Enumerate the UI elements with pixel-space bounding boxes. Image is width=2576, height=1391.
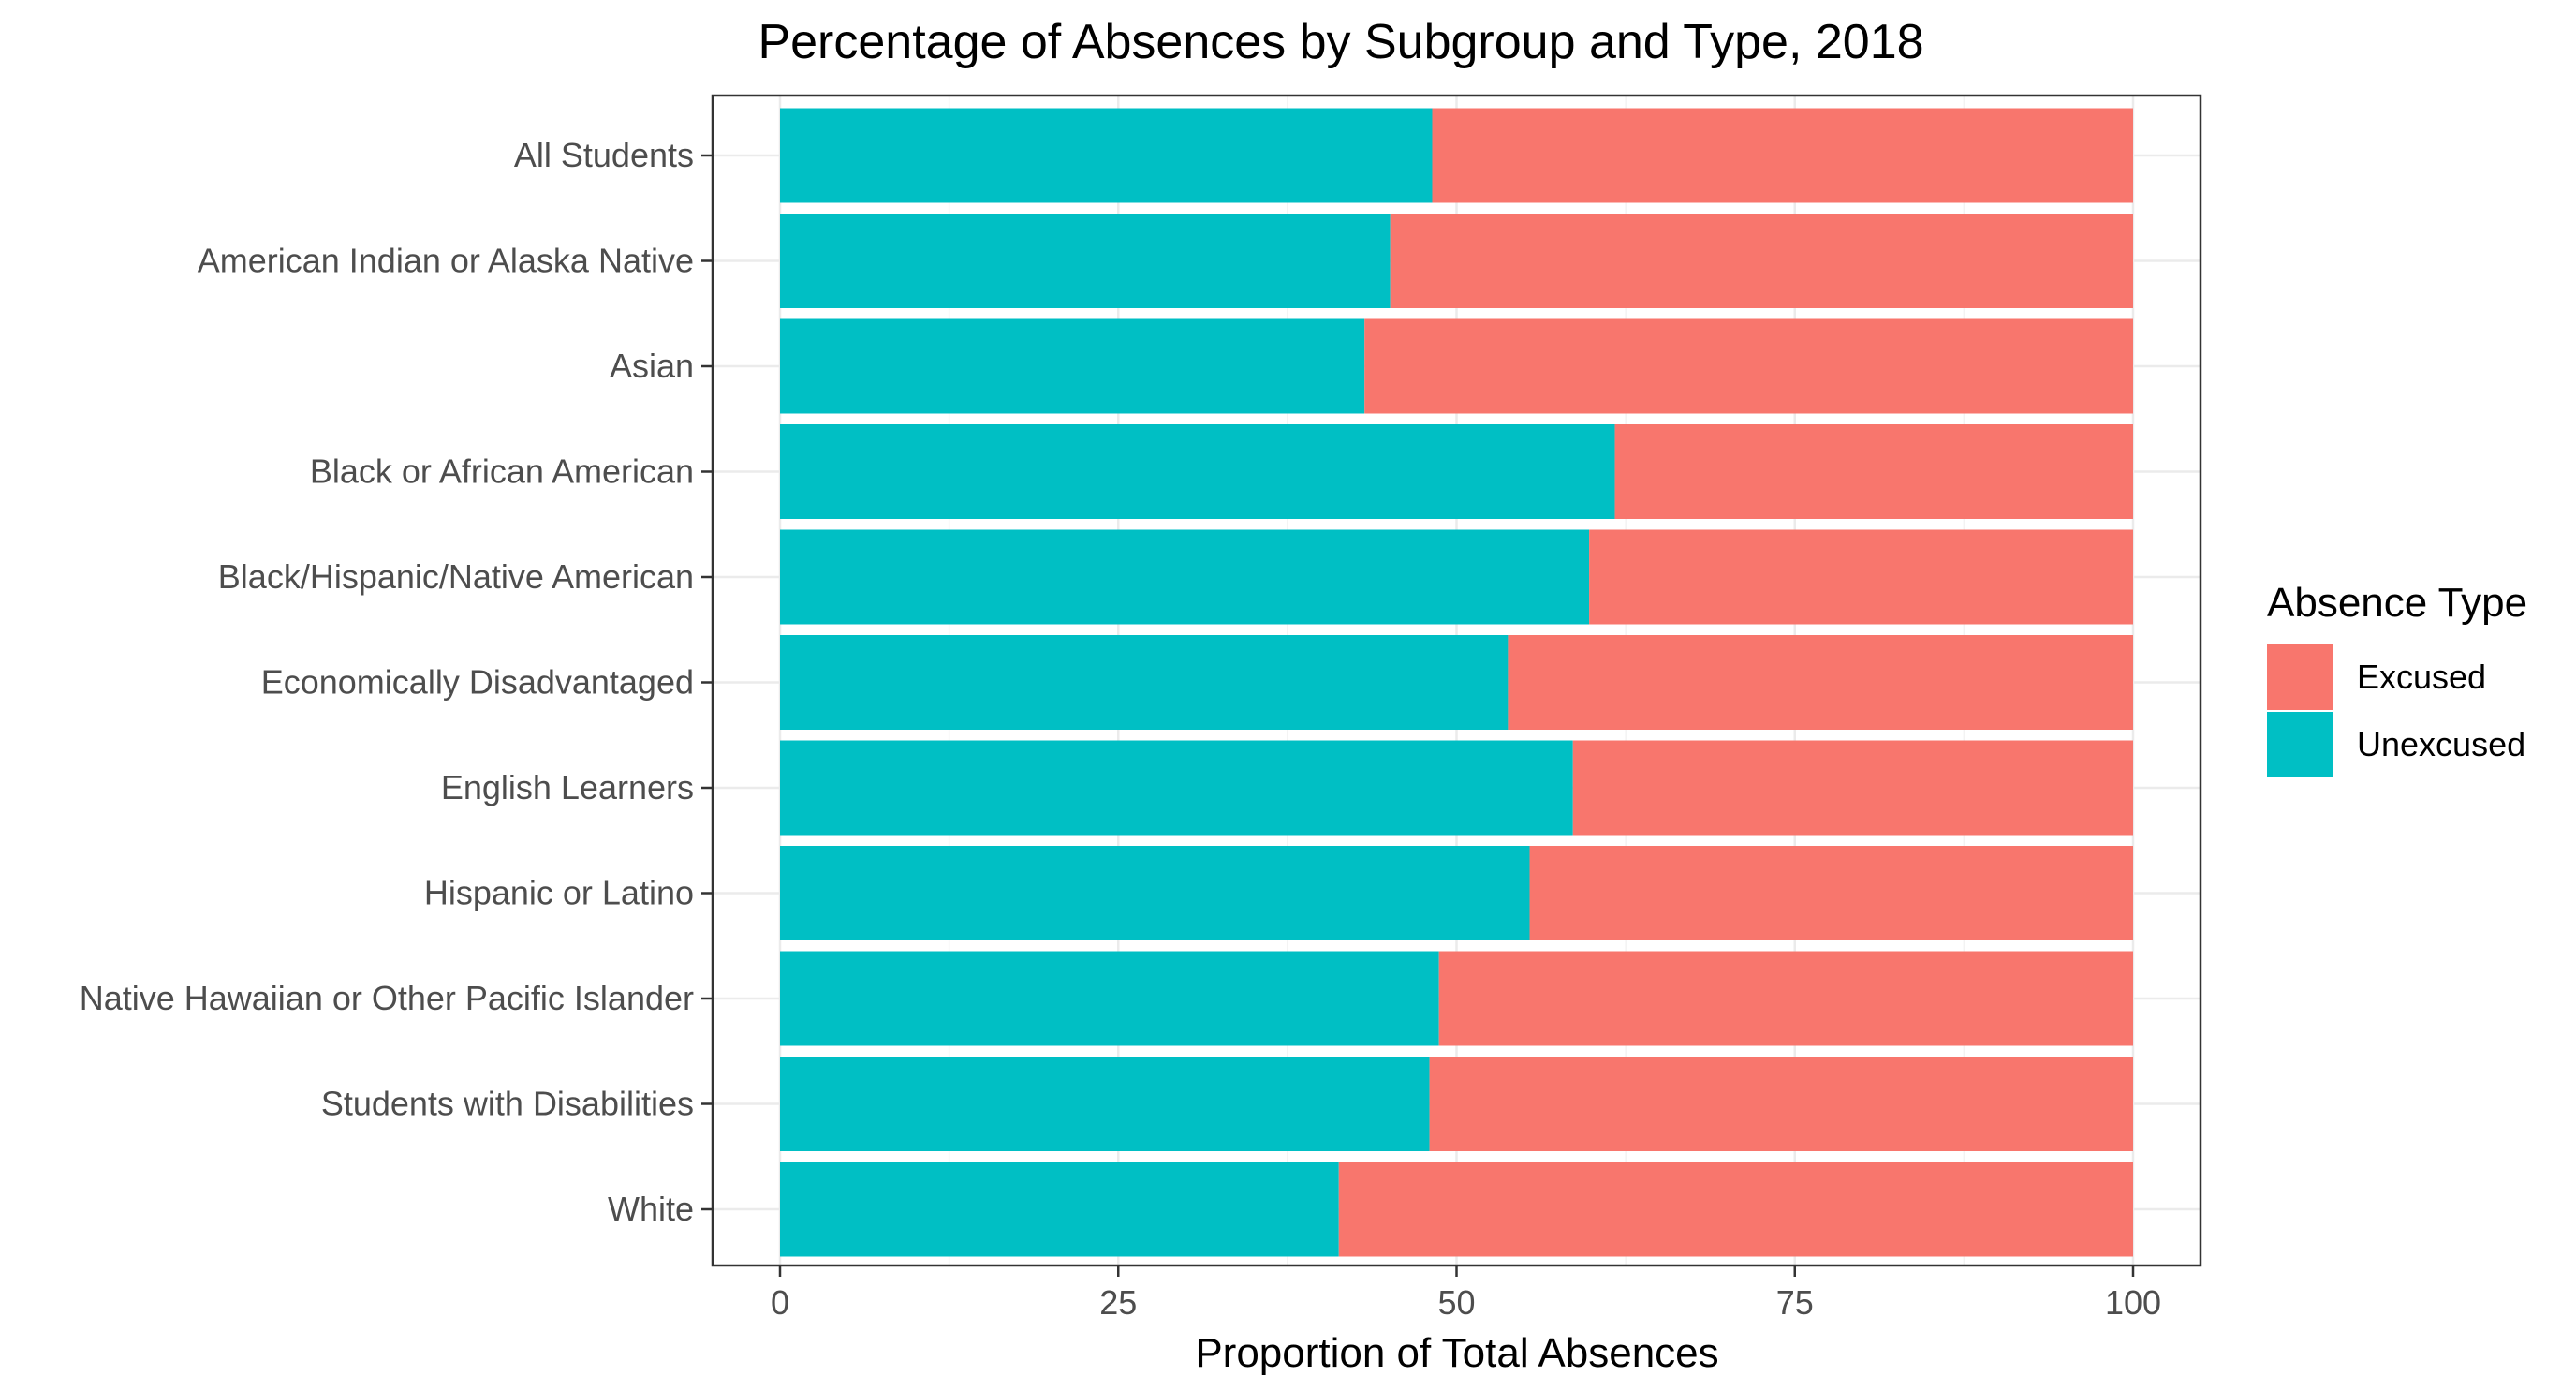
legend: Absence Type Excused Unexcused <box>2267 580 2527 777</box>
y-tick-label: Black or African American <box>310 452 694 491</box>
bar-unexcused <box>780 740 1573 836</box>
y-tick-label: Black/Hispanic/Native American <box>218 557 694 596</box>
y-tick-label: English Learners <box>441 768 694 806</box>
bar-unexcused <box>780 108 1433 203</box>
y-tick-label: Students with Disabilities <box>321 1085 694 1123</box>
y-tick-label: American Indian or Alaska Native <box>198 242 694 280</box>
bars <box>780 108 2133 1257</box>
bar-unexcused <box>780 846 1530 940</box>
x-tick-label: 50 <box>1437 1283 1475 1322</box>
y-tick-label: All Students <box>514 136 694 174</box>
bar-excused <box>1438 951 2133 1046</box>
bar-unexcused <box>780 529 1590 625</box>
legend-key-unexcused <box>2267 712 2333 777</box>
bar-excused <box>1429 1057 2133 1151</box>
legend-label: Excused <box>2357 658 2486 696</box>
bar-excused <box>1572 740 2133 836</box>
y-tick-label: Asian <box>610 347 694 385</box>
legend-title: Absence Type <box>2267 580 2527 626</box>
bar-excused <box>1432 108 2133 203</box>
bar-unexcused <box>780 1057 1430 1151</box>
bar-unexcused <box>780 635 1509 730</box>
bar-excused <box>1338 1162 2133 1257</box>
y-tick-label: Economically Disadvantaged <box>261 663 694 702</box>
bar-excused <box>1390 214 2133 308</box>
legend-label: Unexcused <box>2357 725 2525 763</box>
y-tick-label: Native Hawaiian or Other Pacific Islande… <box>80 979 694 1017</box>
bar-unexcused <box>780 951 1439 1046</box>
y-tick-label: Hispanic or Latino <box>424 874 694 912</box>
x-axis-title: Proportion of Total Absences <box>1195 1330 1718 1376</box>
legend-key-excused <box>2267 644 2333 710</box>
x-axis: 0 25 50 75 100 <box>771 1265 2161 1322</box>
x-tick-label: 100 <box>2105 1283 2161 1322</box>
x-tick-label: 75 <box>1776 1283 1814 1322</box>
bar-excused <box>1508 635 2133 730</box>
bar-unexcused <box>780 214 1391 308</box>
bar-unexcused <box>780 1162 1339 1257</box>
bar-unexcused <box>780 318 1365 414</box>
legend-entries: Excused Unexcused <box>2267 644 2525 777</box>
chart-title: Percentage of Absences by Subgroup and T… <box>758 15 1923 69</box>
x-tick-label: 0 <box>771 1283 789 1322</box>
bar-excused <box>1614 424 2133 519</box>
bar-excused <box>1529 846 2133 940</box>
x-tick-label: 25 <box>1099 1283 1137 1322</box>
bar-excused <box>1364 318 2133 414</box>
plot-panel <box>711 94 2202 1267</box>
bar-unexcused <box>780 424 1615 519</box>
y-tick-label: White <box>608 1190 694 1228</box>
bar-excused <box>1589 529 2133 625</box>
y-axis: All Students American Indian or Alaska Na… <box>80 136 713 1228</box>
